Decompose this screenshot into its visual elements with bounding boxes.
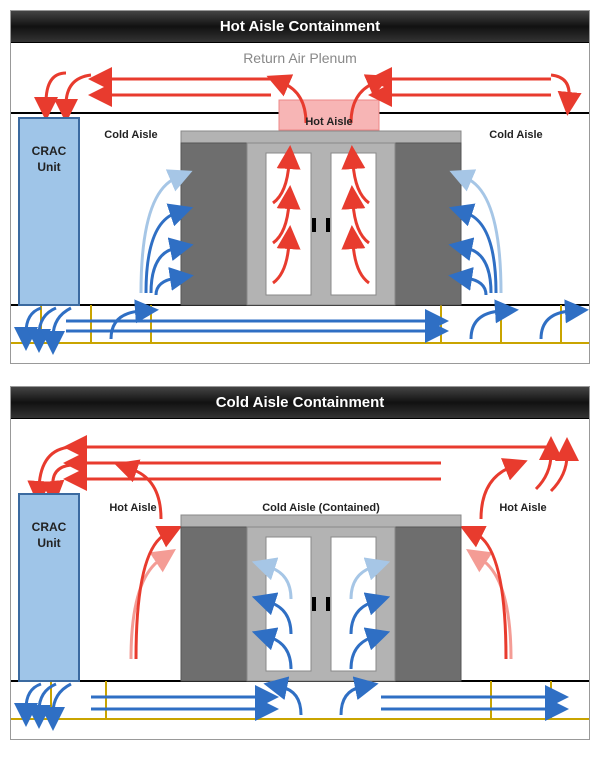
cold-aisle-diagram: CRAC Unit Hot Aisle Cold Aisle (Containe…	[11, 419, 589, 739]
svg-text:CRAC: CRAC	[32, 520, 67, 534]
underfloor-arrows	[26, 308, 571, 339]
raised-floor	[11, 305, 589, 343]
hot-aisle-left-label: Hot Aisle	[109, 502, 156, 514]
cold-aisle-right-label: Cold Aisle	[489, 129, 542, 141]
plenum-label: Return Air Plenum	[243, 50, 357, 66]
hot-aisle-label: Hot Aisle	[305, 116, 352, 128]
panel-title: Hot Aisle Containment	[11, 11, 589, 43]
svg-text:Unit: Unit	[37, 536, 60, 550]
svg-text:CRAC: CRAC	[32, 144, 67, 158]
cold-aisle-label: Cold Aisle	[104, 129, 157, 141]
containment	[181, 515, 461, 681]
contained-label: Cold Aisle (Contained)	[262, 502, 380, 514]
hot-aisle-diagram: Return Air Plenum	[11, 43, 589, 363]
underfloor-arrows	[26, 684, 551, 715]
panel-title: Cold Aisle Containment	[11, 387, 589, 419]
containment	[181, 131, 461, 305]
svg-text:Unit: Unit	[37, 160, 60, 174]
hot-aisle-right-label: Hot Aisle	[499, 502, 546, 514]
cold-aisle-panel: Cold Aisle Containment	[10, 386, 590, 740]
hot-aisle-panel: Hot Aisle Containment Return Air Plenum	[10, 10, 590, 364]
